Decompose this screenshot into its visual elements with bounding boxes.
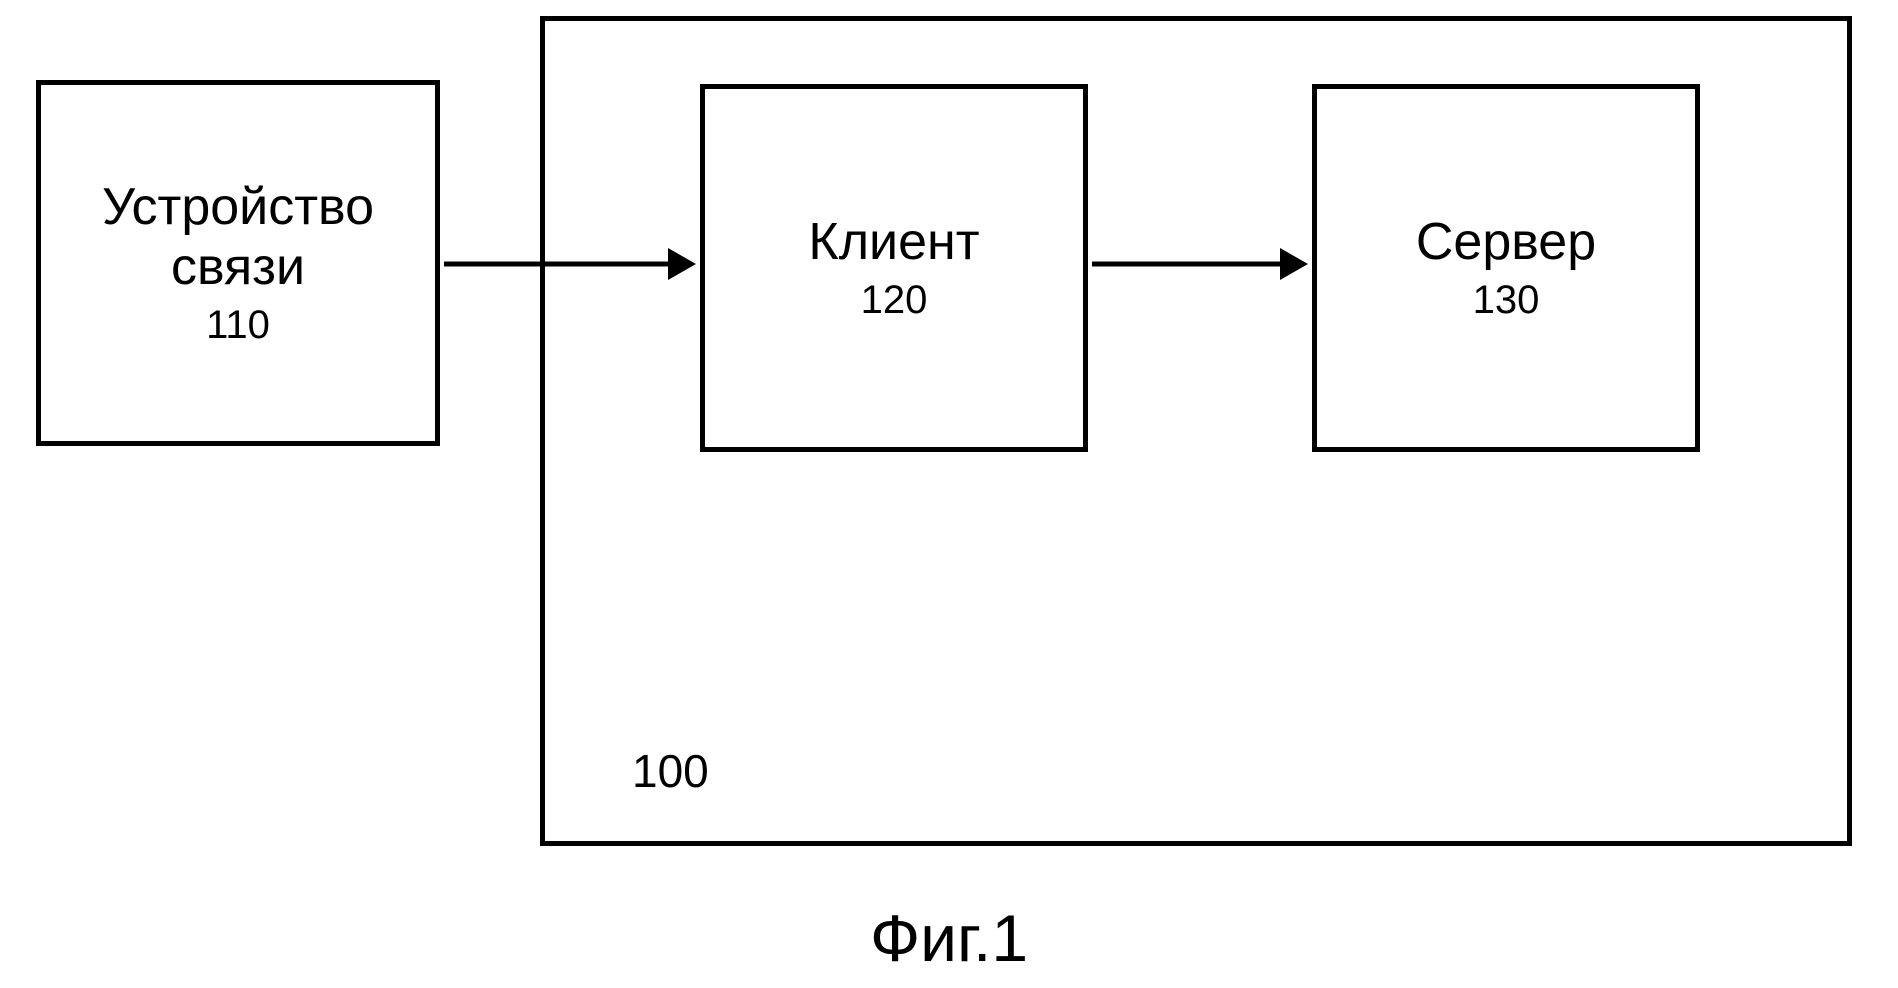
server-number: 130 — [1473, 278, 1540, 323]
client-number: 120 — [861, 278, 928, 323]
server-label: Сервер — [1416, 213, 1596, 273]
figure-caption: Фиг.1 — [0, 900, 1898, 976]
server-box: Сервер 130 — [1312, 84, 1700, 452]
client-box: Клиент 120 — [700, 84, 1088, 452]
device-number: 110 — [206, 303, 270, 348]
diagram-root: 100 Устройствосвязи 110 Клиент 120 Серве… — [0, 0, 1898, 988]
container-number: 100 — [632, 744, 709, 798]
arrow-client-to-server — [1062, 234, 1338, 294]
device-label: Устройствосвязи — [102, 178, 374, 298]
client-label: Клиент — [808, 213, 979, 273]
device-box: Устройствосвязи 110 — [36, 80, 440, 446]
arrow-device-to-client — [414, 234, 726, 294]
